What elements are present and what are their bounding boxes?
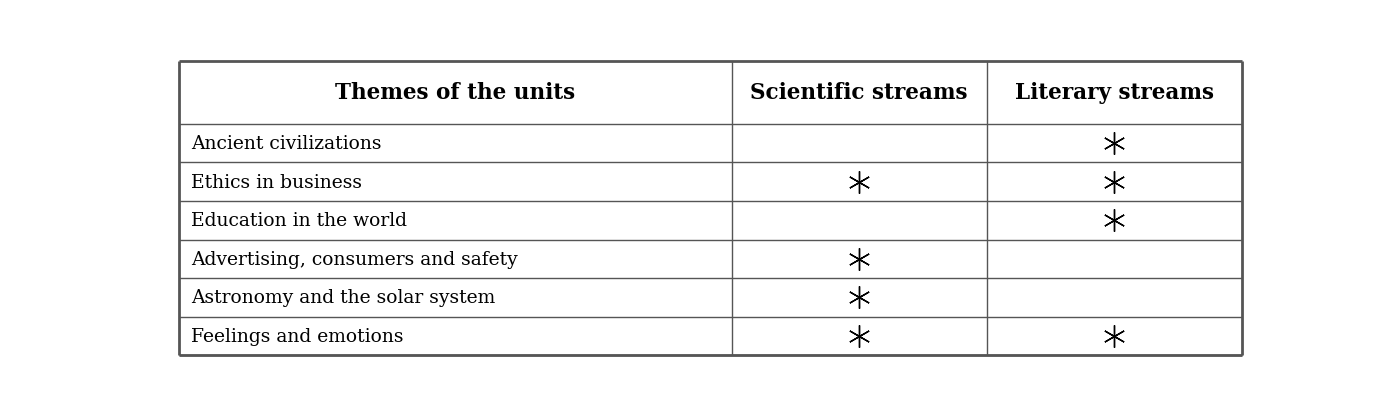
Text: Astronomy and the solar system: Astronomy and the solar system <box>191 289 496 306</box>
Text: Ancient civilizations: Ancient civilizations <box>191 135 383 153</box>
Text: Feelings and emotions: Feelings and emotions <box>191 327 403 345</box>
Text: Themes of the units: Themes of the units <box>335 82 575 104</box>
Text: Advertising, consumers and safety: Advertising, consumers and safety <box>191 250 518 268</box>
Text: Ethics in business: Ethics in business <box>191 173 362 191</box>
Text: Literary streams: Literary streams <box>1015 82 1214 104</box>
Text: Scientific streams: Scientific streams <box>750 82 967 104</box>
Text: Education in the world: Education in the world <box>191 212 407 230</box>
